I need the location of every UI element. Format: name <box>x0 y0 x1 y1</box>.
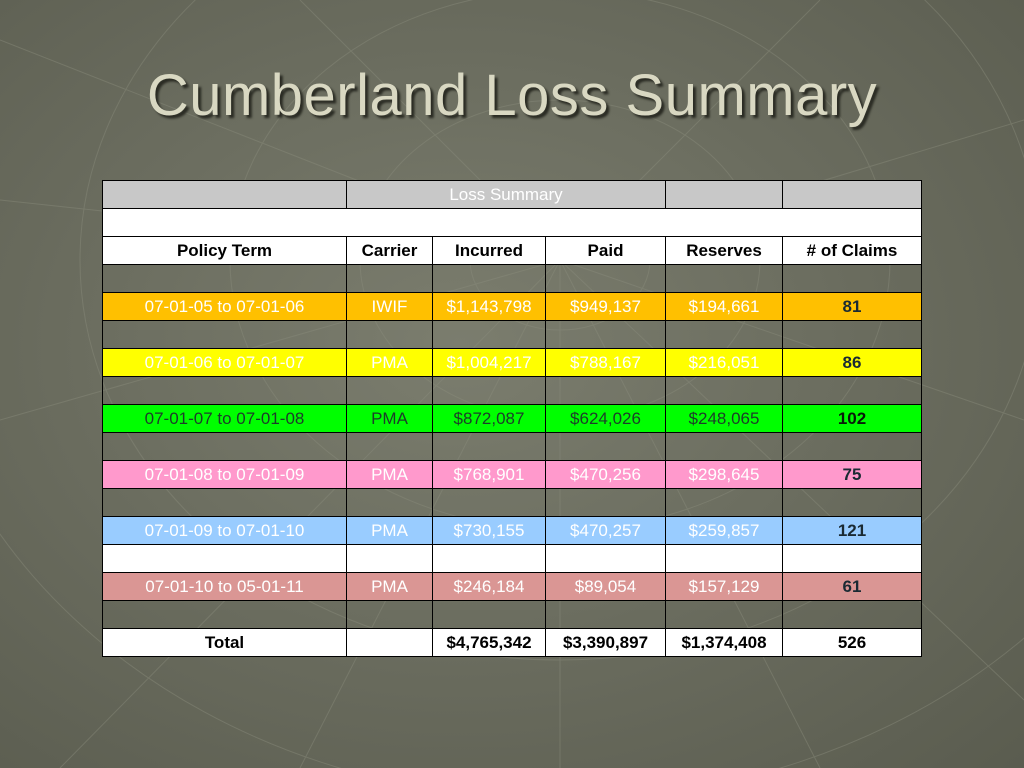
table-row: 07-01-06 to 07-01-07 PMA $1,004,217 $788… <box>102 348 922 377</box>
cell-carrier: IWIF <box>346 292 433 321</box>
total-claims: 526 <box>782 628 922 657</box>
cell-carrier: PMA <box>346 516 433 545</box>
cell-incurred: $246,184 <box>432 572 546 601</box>
cell-paid: $470,256 <box>545 460 666 489</box>
cell-policy-term: 07-01-07 to 07-01-08 <box>102 404 347 433</box>
cell-claims: 121 <box>782 516 922 545</box>
cell-reserves: $194,661 <box>665 292 783 321</box>
header-claims: # of Claims <box>782 236 922 265</box>
total-paid: $3,390,897 <box>545 628 666 657</box>
cell-claims: 86 <box>782 348 922 377</box>
total-reserves: $1,374,408 <box>665 628 783 657</box>
column-header-row: Policy Term Carrier Incurred Paid Reserv… <box>102 236 922 265</box>
cell-policy-term: 07-01-08 to 07-01-09 <box>102 460 347 489</box>
cell-claims: 81 <box>782 292 922 321</box>
cell-paid: $470,257 <box>545 516 666 545</box>
table-row: 07-01-10 to 05-01-11 PMA $246,184 $89,05… <box>102 572 922 601</box>
cell-paid: $624,026 <box>545 404 666 433</box>
cell-incurred: $768,901 <box>432 460 546 489</box>
table-row: 07-01-05 to 07-01-06 IWIF $1,143,798 $94… <box>102 292 922 321</box>
total-incurred: $4,765,342 <box>432 628 546 657</box>
header-reserves: Reserves <box>665 236 783 265</box>
cell-reserves: $248,065 <box>665 404 783 433</box>
table-caption-row: Loss Summary <box>102 180 922 209</box>
cell-incurred: $1,004,217 <box>432 348 546 377</box>
table-caption: Loss Summary <box>346 180 666 209</box>
spacer-row <box>102 208 922 237</box>
cell-claims: 75 <box>782 460 922 489</box>
cell-reserves: $259,857 <box>665 516 783 545</box>
cell-paid: $949,137 <box>545 292 666 321</box>
spacer-row <box>102 376 922 405</box>
cell-claims: 102 <box>782 404 922 433</box>
spacer-row <box>102 544 922 573</box>
cell-reserves: $157,129 <box>665 572 783 601</box>
table-row: 07-01-07 to 07-01-08 PMA $872,087 $624,0… <box>102 404 922 433</box>
cell-policy-term: 07-01-09 to 07-01-10 <box>102 516 347 545</box>
cell-policy-term: 07-01-05 to 07-01-06 <box>102 292 347 321</box>
cell-carrier: PMA <box>346 460 433 489</box>
cell-carrier: PMA <box>346 348 433 377</box>
cell-policy-term: 07-01-10 to 05-01-11 <box>102 572 347 601</box>
table-row: 07-01-09 to 07-01-10 PMA $730,155 $470,2… <box>102 516 922 545</box>
spacer-row <box>102 488 922 517</box>
header-incurred: Incurred <box>432 236 546 265</box>
cell-incurred: $1,143,798 <box>432 292 546 321</box>
cell-paid: $788,167 <box>545 348 666 377</box>
header-policy-term: Policy Term <box>102 236 347 265</box>
spacer-row <box>102 432 922 461</box>
loss-summary-table: Loss Summary Policy Term Carrier Incurre… <box>102 180 922 657</box>
cell-incurred: $730,155 <box>432 516 546 545</box>
spacer-row <box>102 600 922 629</box>
slide-title: Cumberland Loss Summary <box>146 63 878 128</box>
cell-incurred: $872,087 <box>432 404 546 433</box>
total-label: Total <box>102 628 347 657</box>
cell-policy-term: 07-01-06 to 07-01-07 <box>102 348 347 377</box>
header-carrier: Carrier <box>346 236 433 265</box>
cell-reserves: $216,051 <box>665 348 783 377</box>
cell-claims: 61 <box>782 572 922 601</box>
cell-carrier: PMA <box>346 404 433 433</box>
cell-paid: $89,054 <box>545 572 666 601</box>
cell-reserves: $298,645 <box>665 460 783 489</box>
header-paid: Paid <box>545 236 666 265</box>
table-row: 07-01-08 to 07-01-09 PMA $768,901 $470,2… <box>102 460 922 489</box>
spacer-row <box>102 320 922 349</box>
total-row: Total $4,765,342 $3,390,897 $1,374,408 5… <box>102 628 922 657</box>
spacer-row <box>102 264 922 293</box>
cell-carrier: PMA <box>346 572 433 601</box>
